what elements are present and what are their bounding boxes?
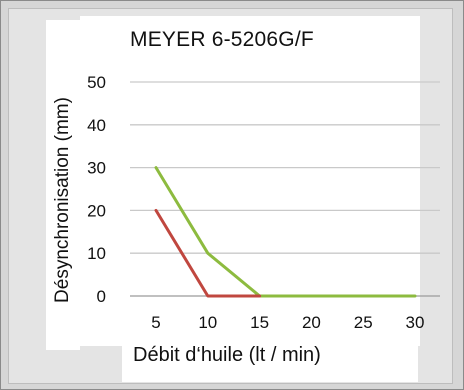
x-tick-label: 25 [354, 313, 373, 332]
grid-lines [130, 81, 440, 297]
x-axis-label: Débit d‘huile (lt / min) [133, 344, 321, 366]
y-tick-label: 20 [87, 201, 106, 220]
y-tick-label: 10 [87, 244, 106, 263]
y-tick-label: 0 [97, 287, 106, 306]
x-tick-labels: 5 10 15 20 25 30 [151, 313, 424, 332]
x-tick-label: 5 [151, 313, 160, 332]
x-axis-label-background [122, 340, 418, 382]
y-tick-label: 50 [87, 73, 106, 92]
series-line-2 [154, 208, 262, 298]
x-tick-label: 30 [406, 313, 425, 332]
title-background [122, 20, 382, 64]
y-tick-label: 30 [87, 159, 106, 178]
y-tick-label: 40 [87, 116, 106, 135]
x-tick-label: 10 [198, 313, 217, 332]
y-axis-label-background [46, 20, 80, 350]
y-tick-labels: 0 10 20 30 40 50 [87, 73, 106, 306]
series-lines [154, 166, 417, 298]
x-tick-label: 15 [250, 313, 269, 332]
series-line-1 [154, 166, 417, 298]
chart-title: MEYER 6-5206G/F [130, 28, 314, 51]
plot-background [80, 16, 420, 346]
x-tick-label: 20 [302, 313, 321, 332]
